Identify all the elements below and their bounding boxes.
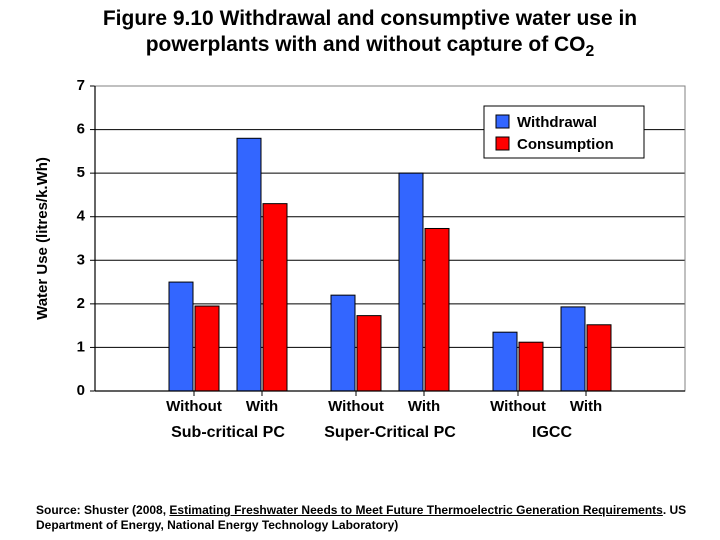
x-sub-label: With <box>408 398 440 415</box>
x-sub-label: Without <box>166 398 222 415</box>
source-tail1: . US <box>663 503 686 517</box>
x-sub-label: Without <box>490 398 546 415</box>
x-group-label: Sub-critical PC <box>171 424 285 441</box>
bar-withdrawal <box>169 282 193 391</box>
source-tail2: Department of Energy, National Energy Te… <box>36 518 398 532</box>
legend-label: Withdrawal <box>517 114 597 131</box>
source-lead: Source: Shuster (2008, <box>36 503 169 517</box>
source-citation: Source: Shuster (2008, Estimating Freshw… <box>36 503 690 532</box>
y-tick-label: 0 <box>77 382 85 399</box>
legend-label: Consumption <box>517 136 614 153</box>
y-tick-label: 5 <box>77 164 85 181</box>
legend-swatch <box>496 137 509 150</box>
x-group-label: IGCC <box>532 424 572 441</box>
chart-svg: 0 1 2 3 4 5 6 7 Water Use (litres/k.Wh) Without Wi… <box>30 78 695 478</box>
bar-consumption <box>357 316 381 391</box>
y-tick-label: 2 <box>77 295 85 312</box>
bar-consumption <box>195 306 219 391</box>
x-sub-label: With <box>570 398 602 415</box>
y-tick-label: 6 <box>77 121 85 138</box>
x-sub-label: With <box>246 398 278 415</box>
y-tick-label: 3 <box>77 251 85 268</box>
bar-consumption <box>425 228 449 391</box>
bar-withdrawal <box>331 295 355 391</box>
x-group-label: Super-Critical PC <box>324 424 456 441</box>
chart: 0 1 2 3 4 5 6 7 Water Use (litres/k.Wh) Without Wi… <box>30 78 695 478</box>
page: Figure 9.10 Withdrawal and consumptive w… <box>0 0 720 540</box>
legend-swatch <box>496 115 509 128</box>
bar-consumption <box>587 325 611 391</box>
figure-title: Figure 9.10 Withdrawal and consumptive w… <box>50 6 690 62</box>
y-tick-label: 4 <box>77 208 86 225</box>
source-title: Estimating Freshwater Needs to Meet Futu… <box>169 503 662 517</box>
y-axis-label: Water Use (litres/k.Wh) <box>34 157 51 320</box>
bar-withdrawal <box>561 307 585 391</box>
title-line2: powerplants with and without capture of … <box>146 33 586 56</box>
bar-consumption <box>263 204 287 391</box>
title-line1: Figure 9.10 Withdrawal and consumptive w… <box>103 7 637 30</box>
title-sub: 2 <box>586 43 595 60</box>
y-tick-label: 1 <box>77 338 85 355</box>
bar-withdrawal <box>399 173 423 391</box>
bar-consumption <box>519 342 543 391</box>
bar-withdrawal <box>237 138 261 391</box>
x-sub-label: Without <box>328 398 384 415</box>
bar-withdrawal <box>493 332 517 391</box>
y-tick-label: 7 <box>77 78 85 94</box>
